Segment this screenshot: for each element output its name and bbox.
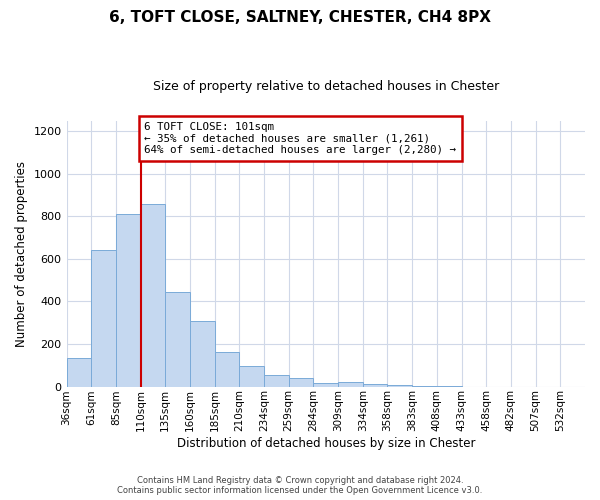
Bar (313, 384, 338, 386)
X-axis label: Distribution of detached houses by size in Chester: Distribution of detached houses by size … (176, 437, 475, 450)
Text: 6, TOFT CLOSE, SALTNEY, CHESTER, CH4 8PX: 6, TOFT CLOSE, SALTNEY, CHESTER, CH4 8PX (109, 10, 491, 25)
Bar (289, 378, 313, 386)
Bar (91, 250, 116, 386)
Bar (239, 366, 264, 386)
Bar (116, 214, 140, 386)
Text: 6 TOFT CLOSE: 101sqm
← 35% of detached houses are smaller (1,261)
64% of semi-de: 6 TOFT CLOSE: 101sqm ← 35% of detached h… (145, 122, 457, 155)
Bar (363, 384, 388, 386)
Bar (140, 204, 165, 386)
Title: Size of property relative to detached houses in Chester: Size of property relative to detached ho… (152, 80, 499, 93)
Bar (264, 375, 289, 386)
Bar (215, 352, 239, 386)
Y-axis label: Number of detached properties: Number of detached properties (15, 160, 28, 346)
Bar (67, 358, 91, 386)
Text: Contains HM Land Registry data © Crown copyright and database right 2024.
Contai: Contains HM Land Registry data © Crown c… (118, 476, 482, 495)
Bar (338, 382, 363, 386)
Bar (165, 292, 190, 386)
Bar (190, 320, 215, 386)
